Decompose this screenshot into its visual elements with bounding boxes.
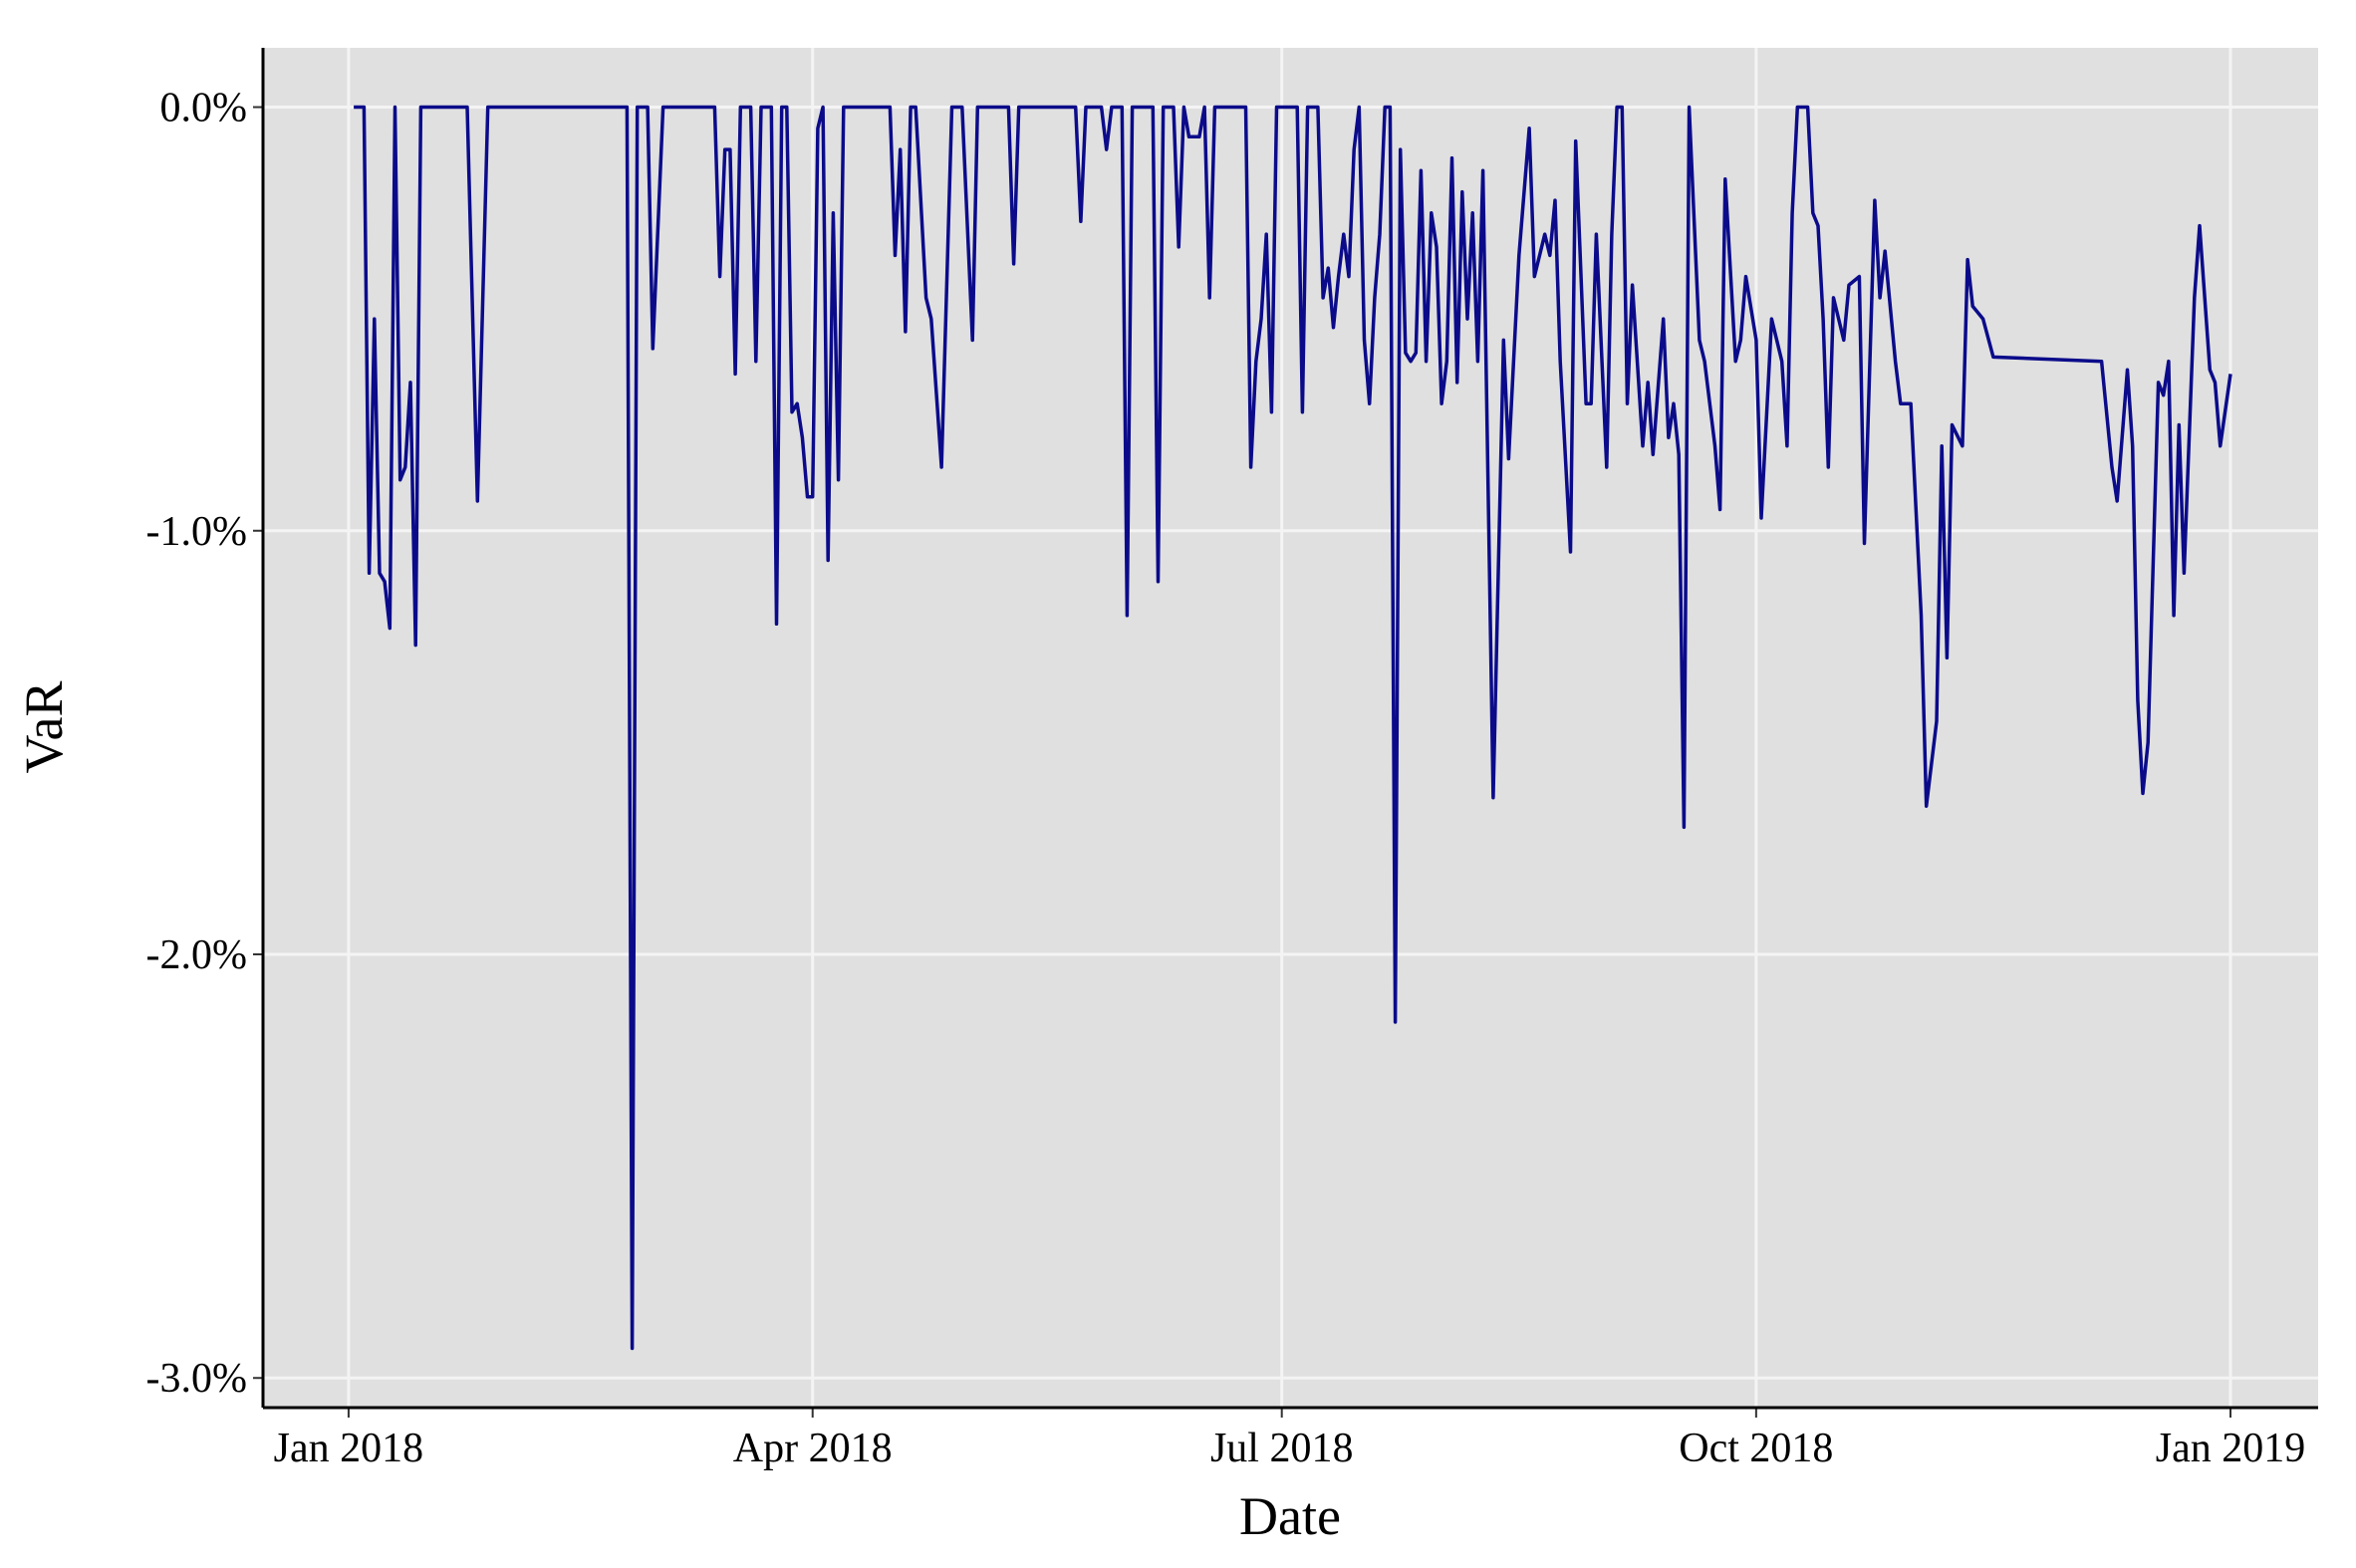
x-axis-title: Date bbox=[1239, 1486, 1341, 1546]
x-tick-label: Apr 2018 bbox=[733, 1426, 893, 1471]
plot-panel bbox=[263, 48, 2318, 1408]
x-tick-label: Jan 2019 bbox=[2156, 1426, 2306, 1471]
y-tick-label: -3.0% bbox=[146, 1356, 247, 1402]
x-tick-label: Jul 2018 bbox=[1210, 1426, 1354, 1471]
data-line bbox=[354, 105, 2232, 1351]
y-tick-label: -2.0% bbox=[146, 932, 247, 978]
x-tick-label: Jan 2018 bbox=[274, 1426, 424, 1471]
x-tick-label: Oct 2018 bbox=[1679, 1426, 1833, 1471]
y-axis-title: VaR bbox=[14, 681, 74, 774]
y-tick-label: 0.0% bbox=[160, 86, 248, 131]
y-tick-label: -1.0% bbox=[146, 509, 247, 555]
